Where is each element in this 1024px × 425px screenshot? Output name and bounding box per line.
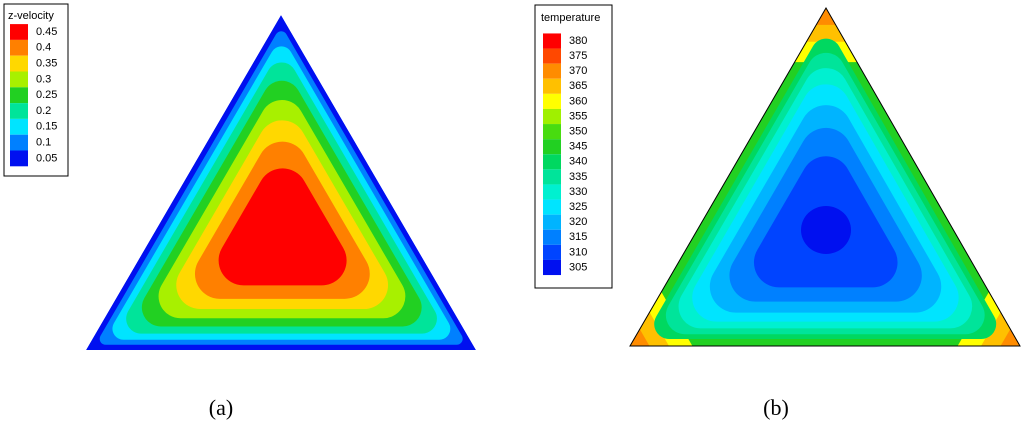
legend-label: 315 (569, 231, 587, 243)
legend-label: 330 (569, 186, 587, 198)
legend-swatch (543, 259, 561, 276)
legend-title: temperature (541, 12, 600, 24)
legend-label: 0.45 (36, 26, 57, 38)
legend-swatch (543, 139, 561, 155)
legend-label: 0.25 (36, 89, 57, 101)
legend-label: 0.1 (36, 137, 51, 149)
legend-b: 380 375 370 365 360 355 350 345 340 335 330 325 320 3… (543, 33, 587, 276)
legend-label: 340 (569, 156, 587, 168)
plot-border (629, 6, 1021, 347)
legend-swatch (543, 33, 561, 49)
legend-label: 320 (569, 216, 587, 228)
legend-label: 0.2 (36, 105, 51, 117)
legend-label: 325 (569, 201, 587, 213)
contour-band (1000, 329, 1020, 346)
legend-label: 350 (569, 126, 587, 138)
legend-label: 355 (569, 110, 587, 122)
legend-label: 0.35 (36, 58, 57, 70)
legend-label: 0.3 (36, 73, 51, 85)
legend-swatch (543, 214, 561, 230)
legend-swatch (543, 48, 561, 64)
legend-label: 0.05 (36, 152, 57, 164)
legend-label: 375 (569, 50, 587, 62)
caption: (b) (763, 395, 789, 420)
legend-label: 365 (569, 80, 587, 92)
contour-band (816, 8, 836, 25)
legend-swatch (543, 199, 561, 215)
legend-swatch (543, 184, 561, 200)
legend-swatch (543, 78, 561, 94)
legend-label: 310 (569, 246, 587, 258)
legend-swatch (543, 93, 561, 109)
legend-a: 0.45 0.4 0.35 0.3 0.25 0.2 0.15 0.1 0.05 (10, 24, 57, 167)
legend-swatch (543, 154, 561, 170)
legend-label: 0.4 (36, 42, 51, 54)
legend-title: z-velocity (8, 10, 54, 22)
legend-label: 0.15 (36, 121, 57, 133)
contour-plot-a (86, 15, 476, 350)
legend-swatch (543, 169, 561, 185)
contour-band (630, 329, 650, 346)
legend-swatch (10, 103, 28, 119)
legend-swatch (543, 244, 561, 260)
legend-swatch (543, 108, 561, 125)
legend-label: 305 (569, 261, 587, 273)
contour-band (801, 206, 851, 254)
legend-swatch (10, 87, 28, 104)
legend-swatch (543, 124, 561, 140)
legend-swatch (10, 39, 28, 56)
legend-label: 360 (569, 95, 587, 107)
legend-label: 335 (569, 171, 587, 183)
legend-swatch (10, 150, 28, 167)
legend-swatch (10, 71, 28, 88)
legend-label: 380 (569, 35, 587, 47)
caption: (a) (209, 395, 233, 420)
legend-swatch (10, 24, 28, 40)
legend-label: 345 (569, 141, 587, 153)
legend-swatch (10, 118, 28, 135)
contour-plot-b (630, 8, 1020, 346)
legend-swatch (543, 63, 561, 79)
legend-swatch (10, 134, 28, 151)
legend-swatch (10, 55, 28, 72)
contour-band (218, 168, 347, 286)
legend-label: 370 (569, 65, 587, 77)
legend-swatch (543, 229, 561, 245)
